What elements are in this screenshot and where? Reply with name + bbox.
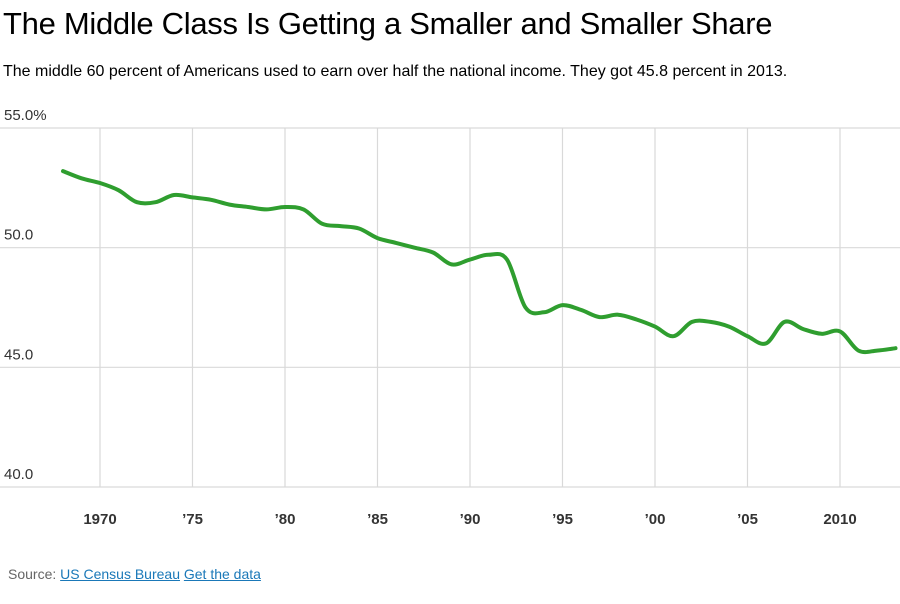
axis-labels: 55.0% 50.0 45.0 40.0 1970 ’75 ’80 ’85 ’90 ’95 ’00 ’… <box>4 107 857 528</box>
x-tick-label: ’95 <box>552 511 573 528</box>
source-note: Source: US Census Bureau Get the data <box>8 566 261 582</box>
y-tick-label: 55.0% <box>4 107 47 124</box>
grid-lines <box>0 127 900 488</box>
y-tick-label: 45.0 <box>4 346 33 363</box>
get-data-link[interactable]: Get the data <box>183 566 261 582</box>
source-label: Source: <box>8 566 57 582</box>
x-tick-label: ’00 <box>645 511 666 528</box>
y-tick-label: 50.0 <box>4 227 33 244</box>
x-tick-label: ’85 <box>367 511 388 528</box>
x-tick-label: 1970 <box>83 511 116 528</box>
x-tick-label: 2010 <box>823 511 856 528</box>
source-link[interactable]: US Census Bureau <box>60 566 180 582</box>
chart-subtitle: The middle 60 percent of Americans used … <box>3 63 788 80</box>
x-tick-label: ’05 <box>737 511 758 528</box>
x-tick-label: ’75 <box>182 511 203 528</box>
series-line-0 <box>61 169 898 355</box>
chart-title: The Middle Class Is Getting a Smaller an… <box>3 6 773 41</box>
series-layer <box>61 169 898 355</box>
x-tick-label: ’80 <box>275 511 296 528</box>
x-tick-label: ’90 <box>460 511 481 528</box>
y-tick-label: 40.0 <box>4 466 33 483</box>
